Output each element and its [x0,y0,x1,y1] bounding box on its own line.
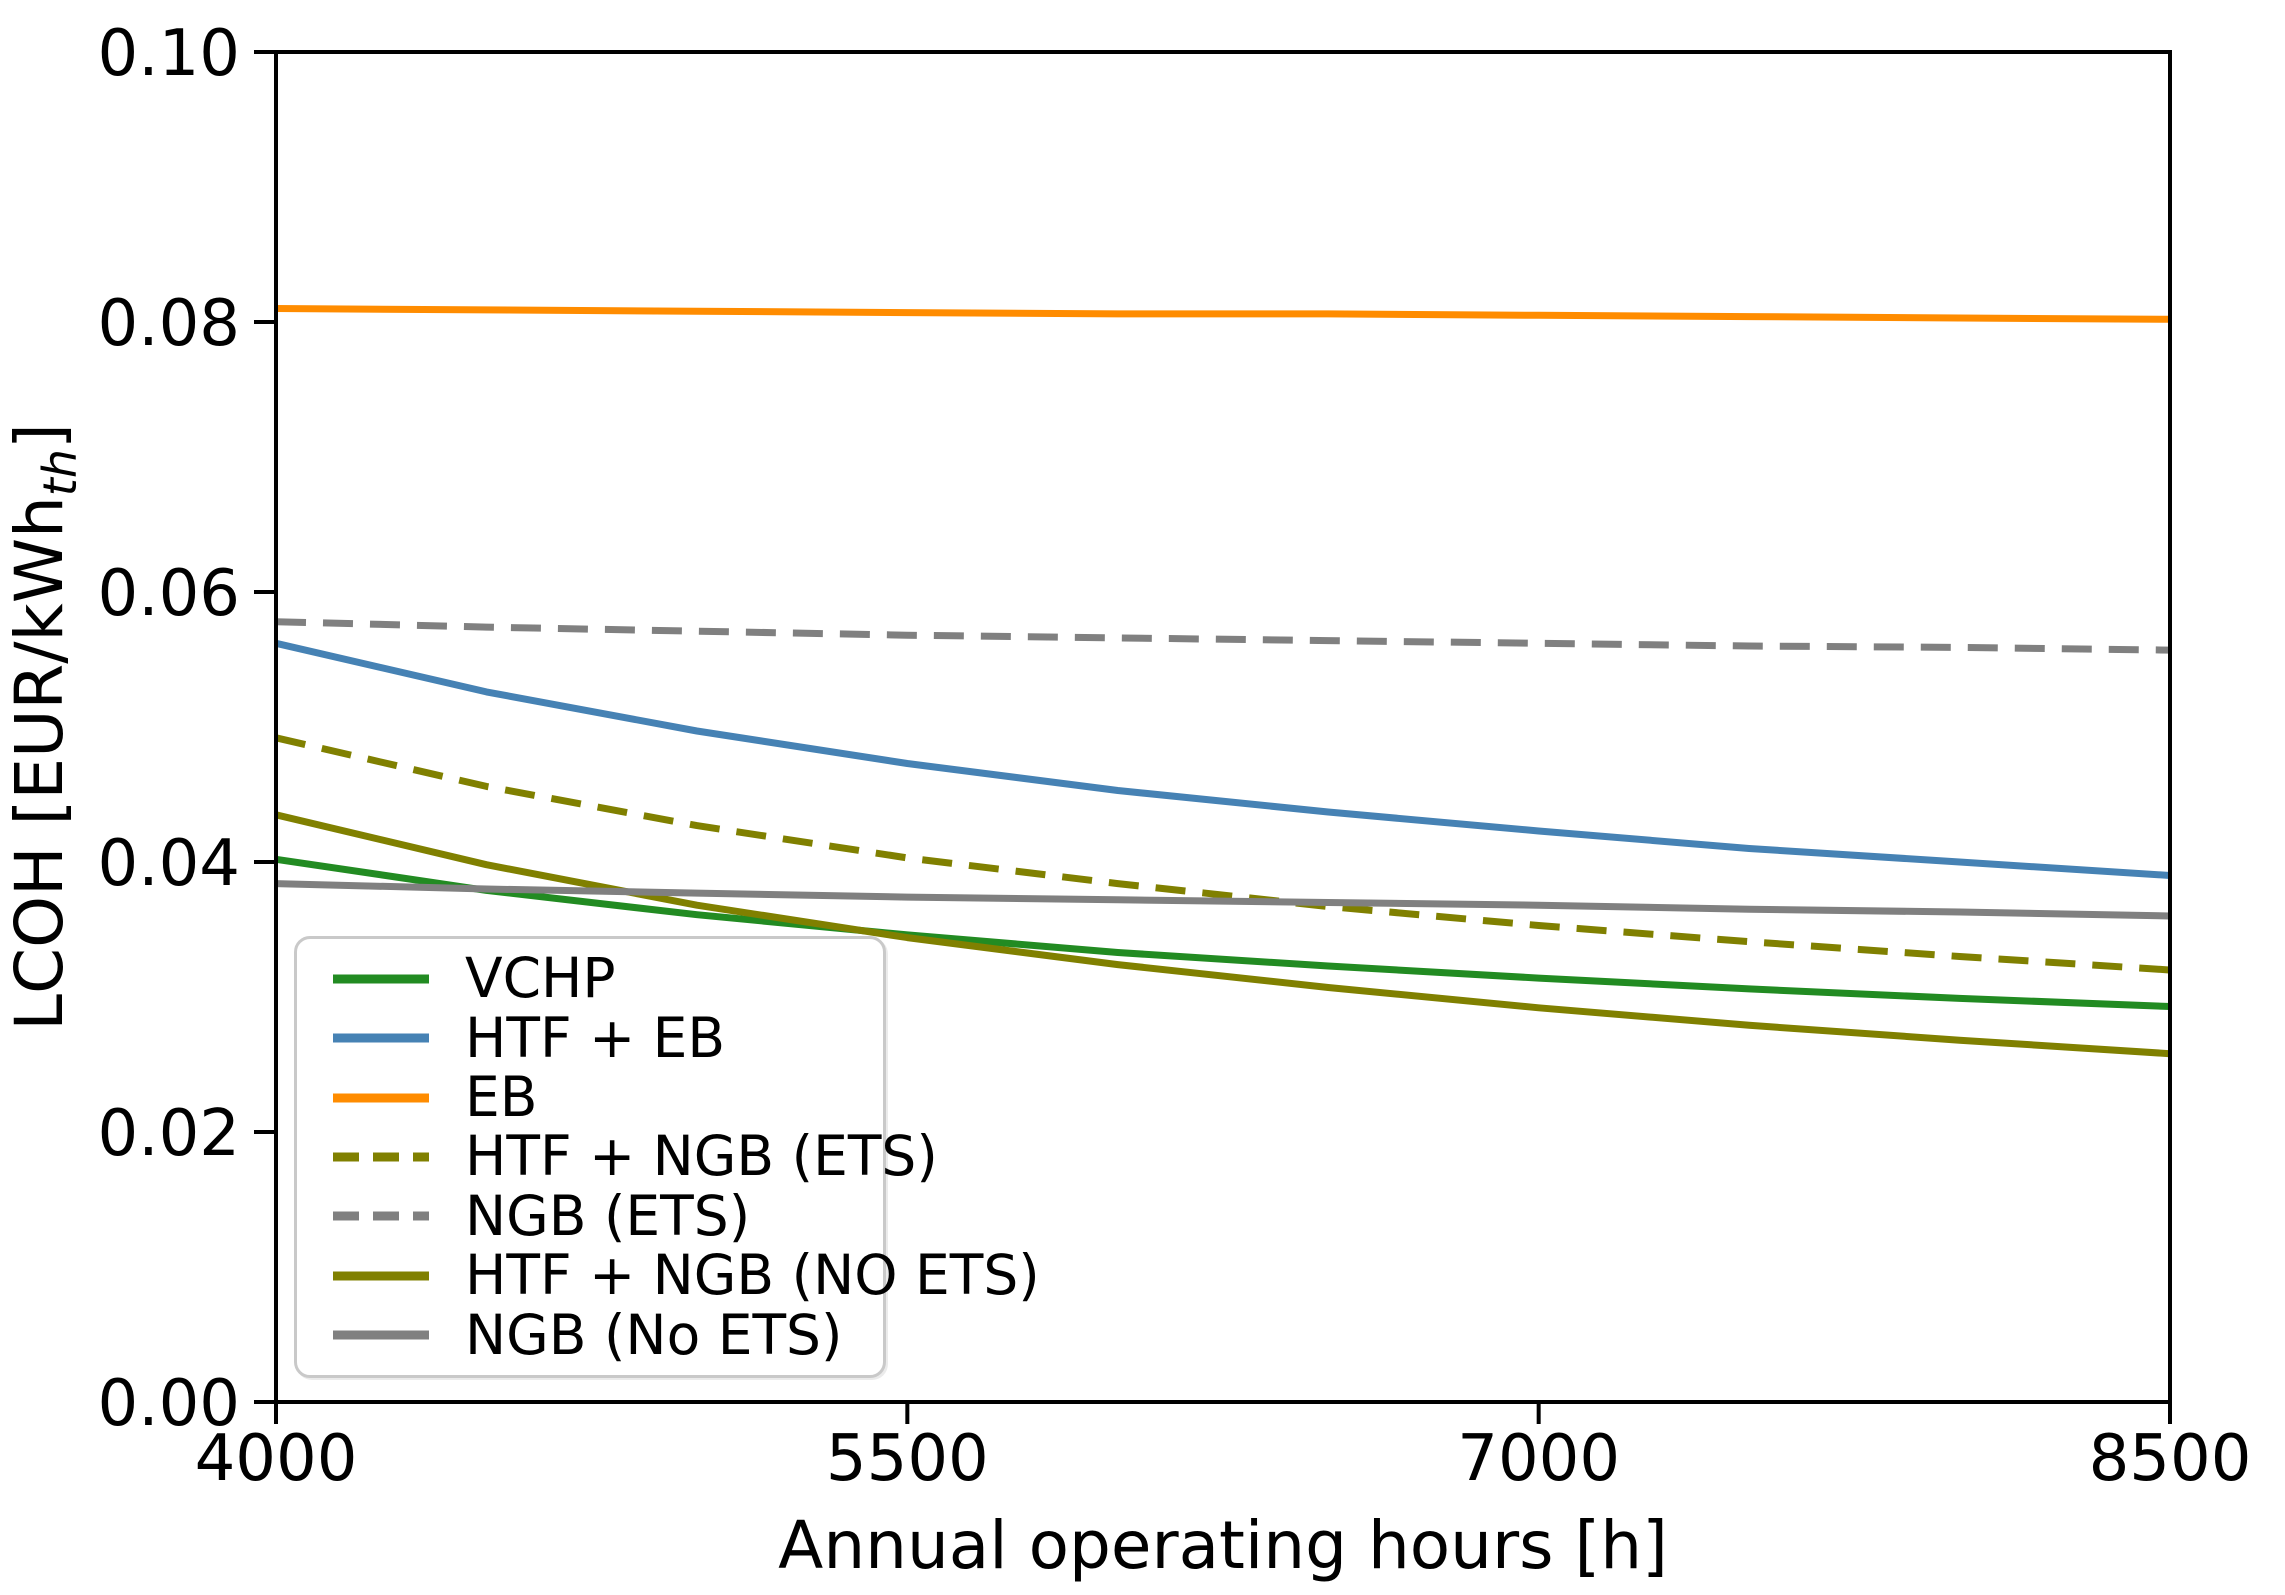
x-tick-label: 7000 [1457,1422,1620,1496]
legend-swatch-htf-eb [333,1033,429,1043]
legend-item-htf-ngb-ets: HTF + NGB (ETS) [333,1128,938,1186]
line-htf-ngb-ets [275,734,2171,974]
legend-swatch-vchp [333,974,429,984]
legend-swatch-htf-ngb-no-ets [333,1271,429,1281]
plot-area: 0.00 0.02 0.04 0.06 0.08 0.10 4000 5500 7000 8500 [98,17,2252,1496]
line-vchp [275,855,2171,1010]
x-tick-label: 5500 [826,1422,989,1496]
y-tick-label: 0.02 [98,1097,241,1171]
y-axis-label-subscript: th [33,449,87,496]
y-tick-label: 0.04 [98,827,241,901]
x-tick-label: 4000 [195,1422,358,1496]
legend: VCHP HTF + EB EB HTF + NGB (ETS) NGB (ET… [294,936,1040,1378]
line-htf-ngb-no-ets [275,811,2171,1058]
legend-label: NGB (ETS) [465,1183,751,1248]
legend-label: HTF + NGB (ETS) [465,1124,938,1189]
legend-item-htf-eb: HTF + EB [333,1009,883,1067]
legend-item-eb: EB [333,1069,883,1127]
legend-label: HTF + EB [465,1005,726,1070]
legend-swatch-htf-ngb-ets [333,1152,429,1162]
line-htf-eb [275,639,2171,879]
legend-label: EB [465,1065,538,1130]
y-tick-label: 0.08 [98,287,241,361]
legend-swatch-ngb-ets [333,1211,429,1221]
y-tick-label: 0.06 [98,557,241,631]
legend-swatch-eb [333,1093,429,1103]
line-eb [275,305,2171,323]
x-tick-label: 8500 [2089,1422,2252,1496]
y-tick-label: 0.00 [98,1367,241,1441]
legend-label: VCHP [465,946,616,1011]
y-axis-label-close: ] [1,423,78,449]
legend-item-vchp: VCHP [333,950,883,1008]
legend-item-ngb-no-ets: NGB (No ETS) [333,1306,883,1364]
y-tick-label: 0.10 [98,17,241,91]
x-axis-label: Annual operating hours [h] [778,1507,1668,1584]
line-ngb-ets [275,618,2171,654]
line-ngb-no-ets [275,880,2171,920]
y-axis-label: LCOH [EUR/kWhth] [1,423,87,1031]
legend-label: HTF + NGB (NO ETS) [465,1243,1040,1308]
legend-item-htf-ngb-no-ets: HTF + NGB (NO ETS) [333,1247,1040,1305]
y-axis-label-main: LCOH [EUR/kWh [1,496,78,1031]
legend-label: NGB (No ETS) [465,1302,843,1367]
plot-border [274,50,2172,1404]
legend-swatch-ngb-no-ets [333,1330,429,1340]
legend-item-ngb-ets: NGB (ETS) [333,1187,883,1245]
